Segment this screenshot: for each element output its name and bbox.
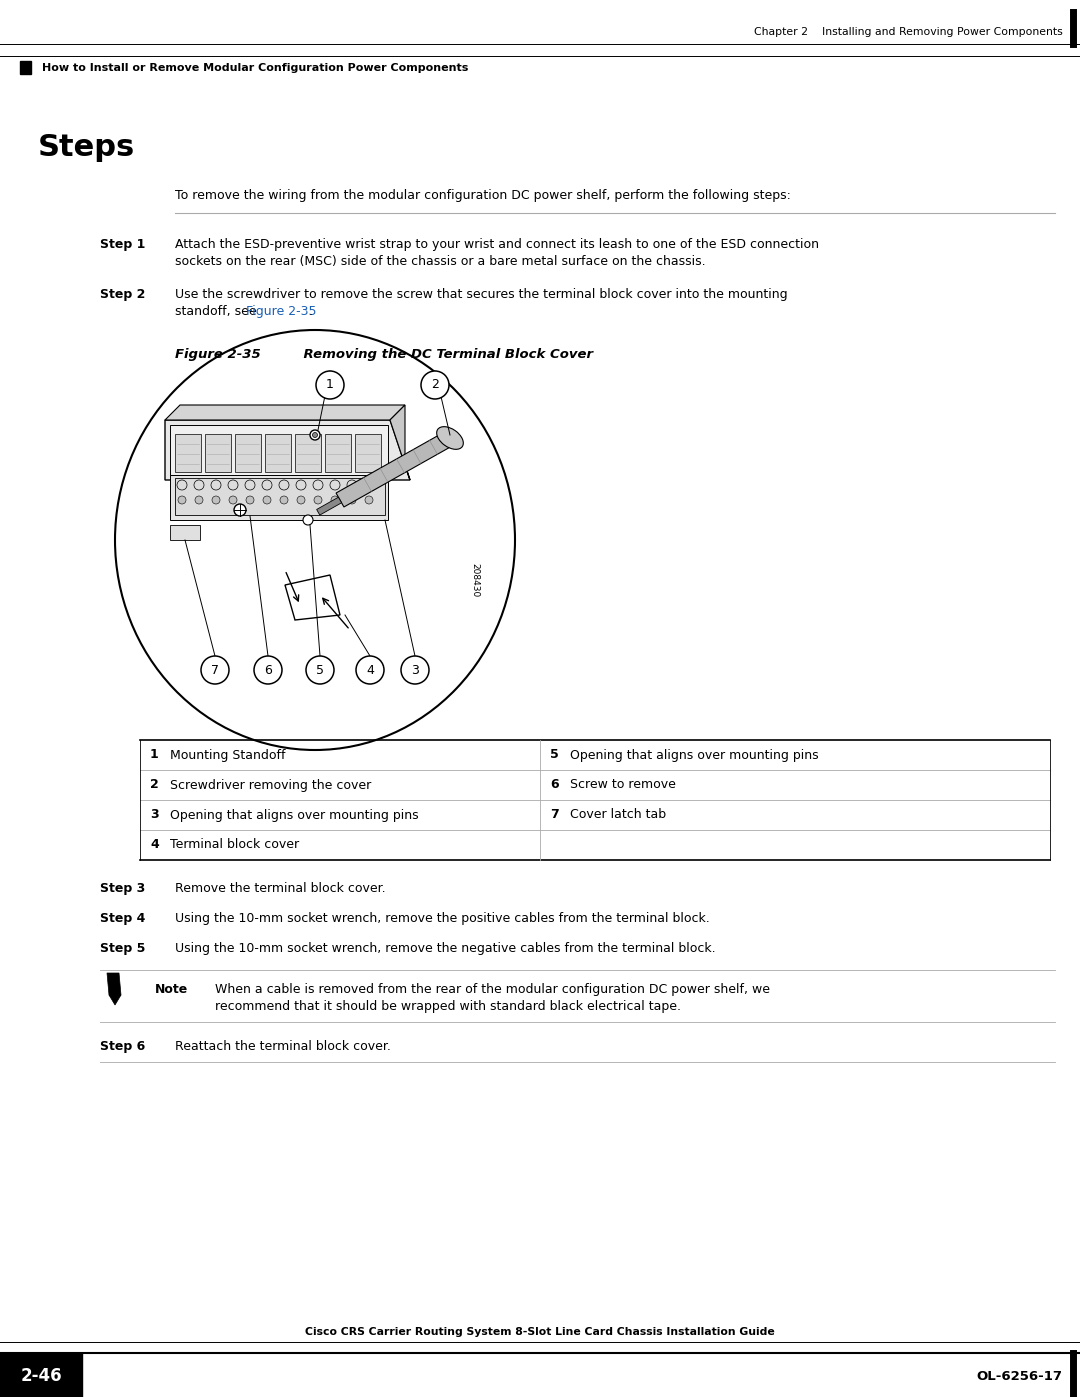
Text: Using the 10-mm socket wrench, remove the positive cables from the terminal bloc: Using the 10-mm socket wrench, remove th…: [175, 912, 710, 925]
Bar: [265, 434, 291, 472]
Circle shape: [201, 657, 229, 685]
Text: 2-46: 2-46: [21, 1368, 62, 1384]
Circle shape: [312, 433, 318, 437]
Text: Step 1: Step 1: [100, 237, 146, 251]
Text: Removing the DC Terminal Block Cover: Removing the DC Terminal Block Cover: [285, 348, 593, 360]
Bar: [325, 434, 351, 472]
Circle shape: [316, 372, 345, 400]
Circle shape: [229, 496, 237, 504]
Text: 208430: 208430: [471, 563, 480, 597]
Circle shape: [314, 496, 322, 504]
Text: Note: Note: [156, 983, 188, 996]
Text: 5: 5: [316, 664, 324, 676]
Polygon shape: [165, 405, 405, 420]
Text: Using the 10-mm socket wrench, remove the negative cables from the terminal bloc: Using the 10-mm socket wrench, remove th…: [175, 942, 716, 956]
Text: When a cable is removed from the rear of the modular configuration DC power shel: When a cable is removed from the rear of…: [215, 983, 770, 996]
Polygon shape: [165, 420, 410, 481]
Bar: [355, 434, 381, 472]
Bar: [295, 434, 321, 472]
Text: standoff, see: standoff, see: [175, 305, 260, 319]
Text: Steps: Steps: [38, 134, 135, 162]
Text: Figure 2-35: Figure 2-35: [246, 305, 316, 319]
Polygon shape: [316, 497, 341, 515]
Text: Attach the ESD-preventive wrist strap to your wrist and connect its leash to one: Attach the ESD-preventive wrist strap to…: [175, 237, 819, 251]
Text: Step 6: Step 6: [100, 1039, 145, 1053]
Polygon shape: [109, 995, 121, 1004]
Text: Reattach the terminal block cover.: Reattach the terminal block cover.: [175, 1039, 391, 1053]
Text: 6: 6: [550, 778, 558, 792]
Bar: [21, 61, 31, 74]
Polygon shape: [107, 972, 121, 995]
Bar: [205, 434, 231, 472]
Text: Mounting Standoff: Mounting Standoff: [170, 749, 285, 761]
Circle shape: [195, 496, 203, 504]
Circle shape: [297, 496, 305, 504]
Bar: [235, 434, 261, 472]
Text: 2: 2: [150, 778, 159, 792]
Text: recommend that it should be wrapped with standard black electrical tape.: recommend that it should be wrapped with…: [215, 1000, 681, 1013]
Circle shape: [280, 496, 288, 504]
Polygon shape: [170, 475, 388, 520]
Circle shape: [178, 496, 186, 504]
Bar: [0, 1354, 82, 1397]
Circle shape: [303, 515, 313, 525]
Text: Cisco CRS Carrier Routing System 8-Slot Line Card Chassis Installation Guide: Cisco CRS Carrier Routing System 8-Slot …: [306, 1327, 774, 1337]
Text: Opening that aligns over mounting pins: Opening that aligns over mounting pins: [570, 749, 819, 761]
Text: Opening that aligns over mounting pins: Opening that aligns over mounting pins: [170, 809, 419, 821]
Circle shape: [310, 430, 320, 440]
Circle shape: [348, 496, 356, 504]
Text: 4: 4: [150, 838, 159, 852]
Circle shape: [356, 657, 384, 685]
Text: .: .: [309, 305, 313, 319]
Polygon shape: [390, 405, 410, 481]
Text: Cover latch tab: Cover latch tab: [570, 809, 666, 821]
Text: 4: 4: [366, 664, 374, 676]
Circle shape: [421, 372, 449, 400]
Circle shape: [401, 657, 429, 685]
Text: Remove the terminal block cover.: Remove the terminal block cover.: [175, 882, 386, 895]
Text: 7: 7: [550, 809, 558, 821]
Text: 3: 3: [411, 664, 419, 676]
Text: 1: 1: [150, 749, 159, 761]
Text: Step 3: Step 3: [100, 882, 145, 895]
Polygon shape: [285, 576, 340, 620]
Text: 2: 2: [431, 379, 438, 391]
Ellipse shape: [436, 426, 463, 450]
Circle shape: [330, 496, 339, 504]
Text: 7: 7: [211, 664, 219, 676]
Polygon shape: [336, 432, 454, 507]
Text: Step 5: Step 5: [100, 942, 146, 956]
Text: Screw to remove: Screw to remove: [570, 778, 676, 792]
Circle shape: [234, 504, 246, 515]
Text: Step 2: Step 2: [100, 288, 146, 300]
Text: Figure 2-35: Figure 2-35: [175, 348, 260, 360]
Circle shape: [365, 496, 373, 504]
Text: To remove the wiring from the modular configuration DC power shelf, perform the : To remove the wiring from the modular co…: [175, 189, 791, 201]
Text: Chapter 2    Installing and Removing Power Components: Chapter 2 Installing and Removing Power …: [754, 27, 1063, 36]
Text: Use the screwdriver to remove the screw that secures the terminal block cover in: Use the screwdriver to remove the screw …: [175, 288, 787, 300]
Text: 3: 3: [150, 809, 159, 821]
Circle shape: [254, 657, 282, 685]
Text: 6: 6: [265, 664, 272, 676]
Text: 1: 1: [326, 379, 334, 391]
Polygon shape: [175, 478, 384, 515]
Bar: [170, 525, 200, 541]
Bar: [175, 434, 201, 472]
Polygon shape: [170, 425, 388, 475]
Circle shape: [246, 496, 254, 504]
Circle shape: [212, 496, 220, 504]
Text: OL-6256-17: OL-6256-17: [976, 1369, 1062, 1383]
Text: 5: 5: [550, 749, 558, 761]
Text: Terminal block cover: Terminal block cover: [170, 838, 299, 852]
Text: sockets on the rear (MSC) side of the chassis or a bare metal surface on the cha: sockets on the rear (MSC) side of the ch…: [175, 256, 705, 268]
Text: Step 4: Step 4: [100, 912, 146, 925]
Circle shape: [306, 657, 334, 685]
Text: How to Install or Remove Modular Configuration Power Components: How to Install or Remove Modular Configu…: [42, 63, 469, 73]
Text: Screwdriver removing the cover: Screwdriver removing the cover: [170, 778, 372, 792]
Circle shape: [264, 496, 271, 504]
